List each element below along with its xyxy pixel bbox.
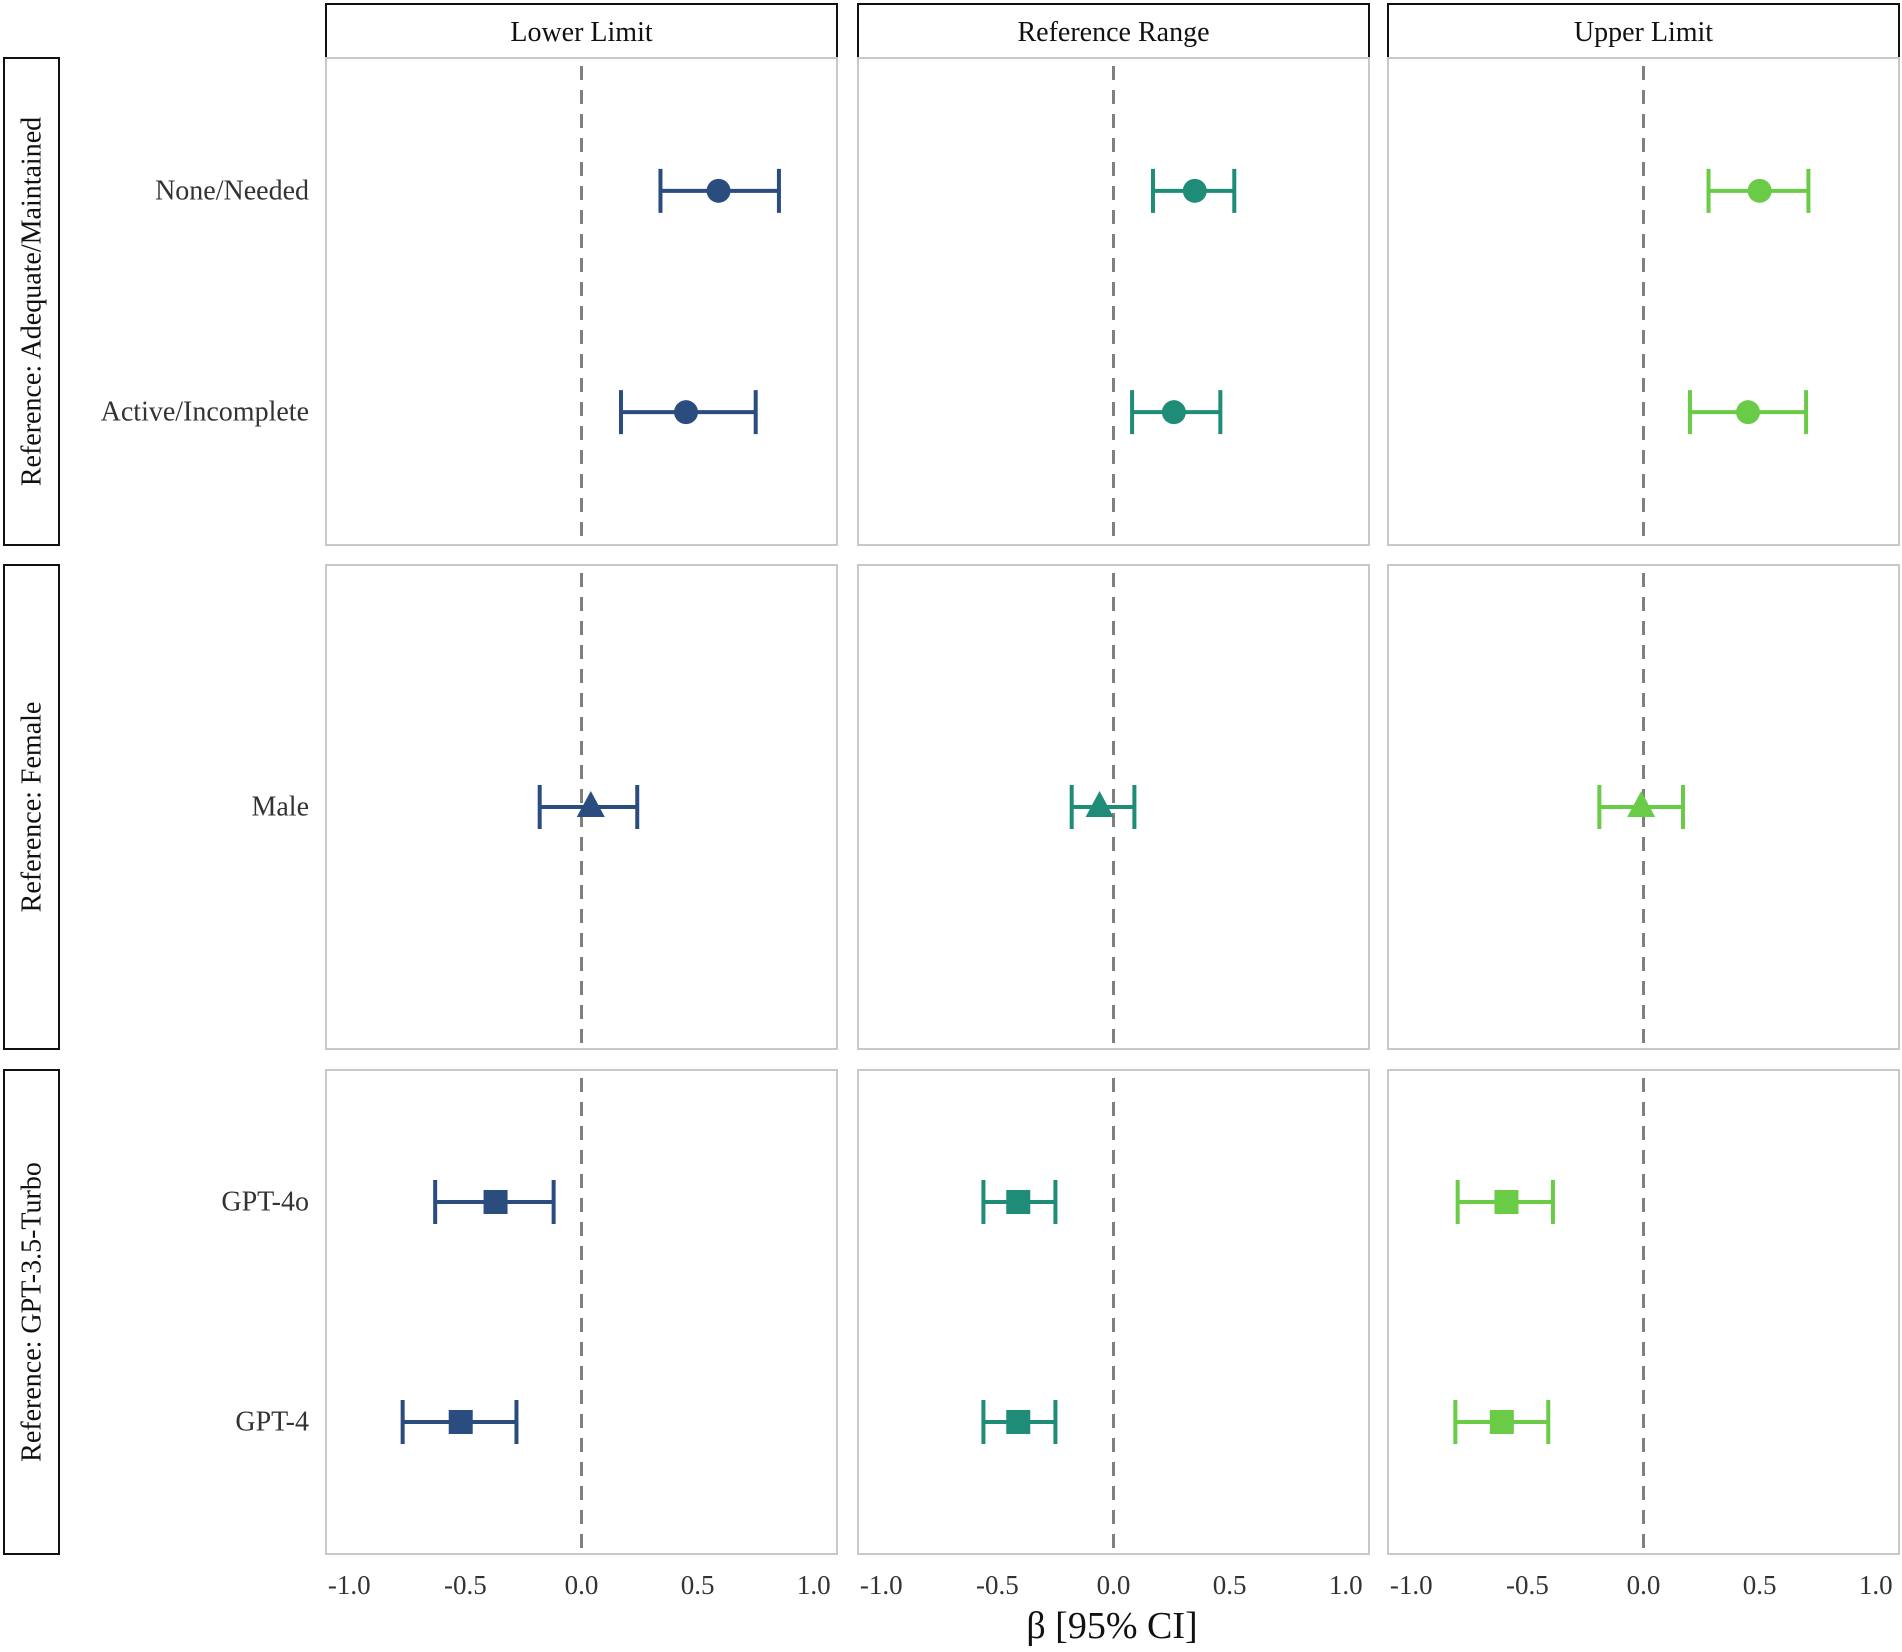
x-tick-label: 0.5 [681, 1570, 715, 1600]
point-estimate [706, 178, 731, 203]
x-axis-title: β [95% CI] [1026, 1605, 1197, 1647]
y-tick-label: GPT-4o [221, 1187, 309, 1218]
x-tick-label: -0.5 [976, 1570, 1019, 1600]
x-tick-label: 0.0 [1627, 1570, 1661, 1600]
point-estimate [448, 1410, 473, 1434]
point-estimate [1494, 1190, 1519, 1214]
panel-border [325, 57, 838, 546]
column-strip [857, 3, 1370, 59]
x-tick-label: 1.0 [1859, 1570, 1893, 1600]
point-estimate [1736, 400, 1761, 425]
panel-border [857, 1069, 1370, 1555]
y-tick-label: None/Needed [155, 175, 309, 206]
panel-border [1387, 1069, 1900, 1555]
panel-border [325, 1069, 838, 1555]
panel-border [857, 57, 1370, 546]
column-strip [325, 3, 838, 59]
x-tick-label: -1.0 [328, 1570, 371, 1600]
point-estimate [1182, 178, 1207, 203]
y-tick-label: Male [251, 792, 309, 823]
row-strip [3, 564, 60, 1050]
point-estimate [1085, 791, 1114, 817]
column-strip [1387, 3, 1900, 59]
column-strip-label: Reference Range [1018, 17, 1210, 48]
point-estimate [1489, 1410, 1514, 1434]
point-estimate [674, 400, 699, 425]
point-estimate [1747, 178, 1772, 203]
column-strip-label: Upper Limit [1574, 17, 1713, 48]
row-strip [3, 1069, 60, 1555]
row-strip-label: Reference: Female [17, 702, 48, 913]
x-tick-label: -1.0 [860, 1570, 903, 1600]
x-tick-label: 0.5 [1743, 1570, 1777, 1600]
point-estimate [1006, 1410, 1031, 1434]
y-tick-label: GPT-4 [235, 1407, 309, 1438]
panel-border [1387, 57, 1900, 546]
point-estimate [1161, 400, 1186, 425]
x-tick-label: 0.0 [1097, 1570, 1131, 1600]
x-tick-label: 0.0 [565, 1570, 599, 1600]
row-strip-label: Reference: GPT-3.5-Turbo [17, 1162, 48, 1462]
x-tick-label: 1.0 [797, 1570, 831, 1600]
row-strip-label: Reference: Adequate/Maintained [17, 117, 48, 486]
x-tick-label: -0.5 [1506, 1570, 1549, 1600]
point-estimate [1627, 791, 1656, 817]
y-tick-label: Active/Incomplete [101, 397, 309, 428]
x-tick-label: 0.5 [1213, 1570, 1247, 1600]
x-tick-label: 1.0 [1329, 1570, 1363, 1600]
column-strip-label: Lower Limit [510, 17, 653, 48]
point-estimate [576, 791, 605, 817]
point-estimate [483, 1190, 508, 1214]
point-estimate [1006, 1190, 1031, 1214]
x-tick-label: -1.0 [1390, 1570, 1433, 1600]
x-tick-label: -0.5 [444, 1570, 487, 1600]
row-strip [3, 57, 60, 546]
